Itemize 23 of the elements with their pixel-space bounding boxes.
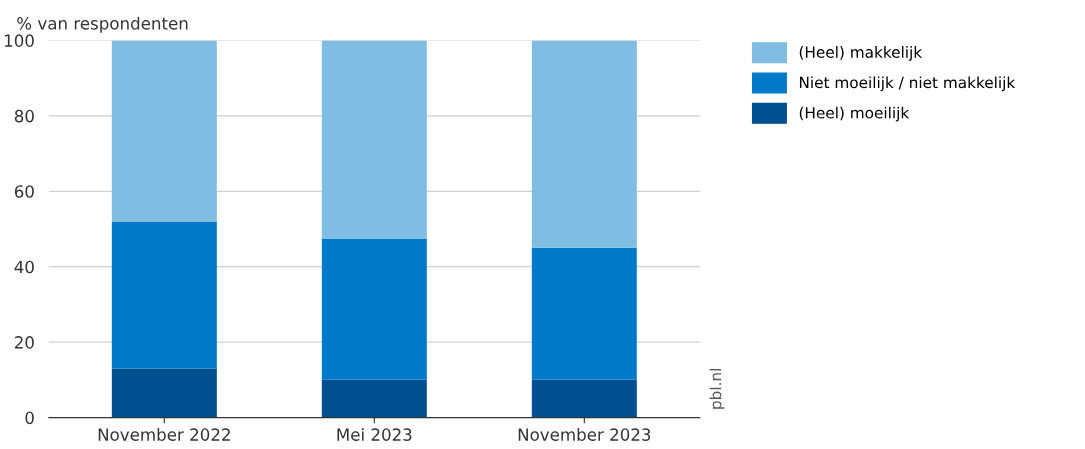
bar: [321, 379, 427, 418]
y-axis-title: % van respondenten: [17, 16, 188, 33]
bar: [321, 238, 427, 380]
bar: [321, 40, 427, 239]
text: pbl.nl: [709, 369, 725, 409]
y-tick-label: 0: [25, 411, 34, 425]
bar: [111, 368, 217, 418]
y-tick-label: 40: [14, 260, 34, 274]
bar: [531, 40, 637, 248]
bar: [111, 40, 217, 222]
legend-label: (Heel) makkelijk: [799, 46, 923, 61]
legend-label: Niet moeilijk / niet makkelijk: [799, 76, 1016, 92]
y-tick-label: 80: [14, 109, 34, 123]
x-tick-label: November 2023: [518, 427, 651, 441]
bar: [531, 247, 637, 380]
y-tick-label: 100: [4, 34, 34, 47]
bar: [111, 221, 217, 369]
y-tick-label: 60: [14, 185, 34, 198]
legend-label: (Heel) moeilijk: [799, 106, 910, 122]
x-tick-label: November 2022: [98, 427, 230, 441]
y-tick-label: 20: [14, 336, 34, 349]
bar: [531, 379, 637, 418]
x-tick-label: Mei 2023: [337, 427, 412, 441]
